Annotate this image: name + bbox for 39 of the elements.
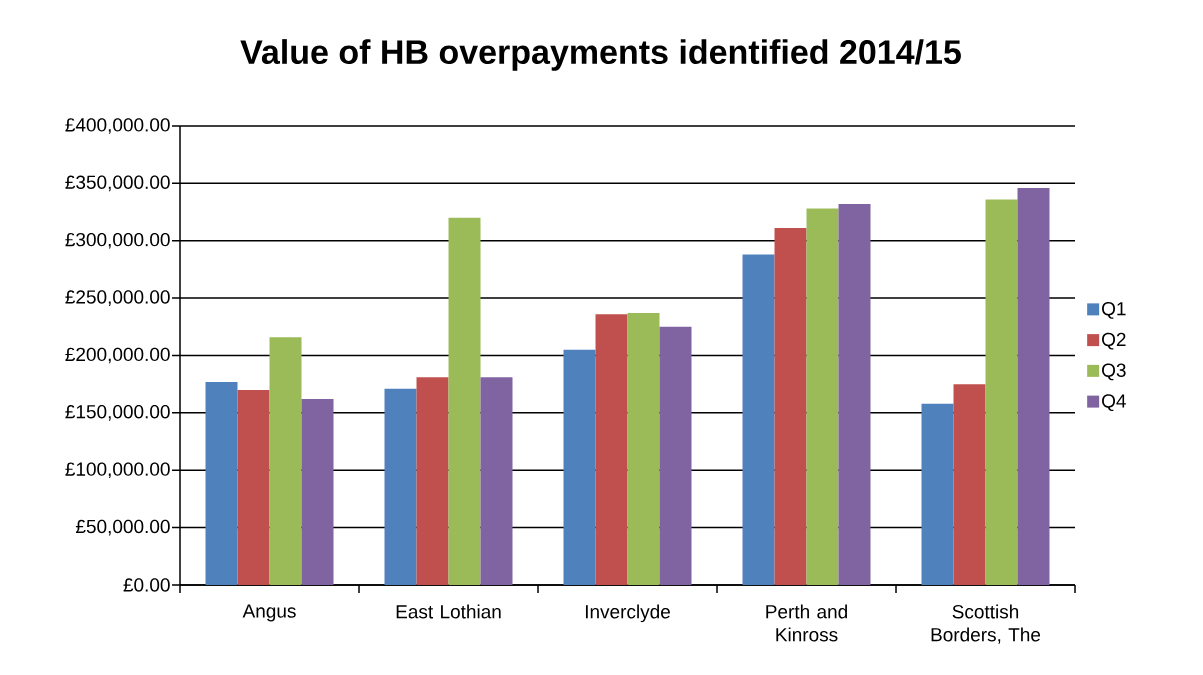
y-tick-label: £0.00	[123, 578, 170, 592]
x-tick-label: Scottish Borders, The	[931, 604, 1041, 644]
y-tick-label: £300,000.00	[65, 232, 170, 249]
bar	[774, 228, 807, 585]
y-tick-label: £250,000.00	[65, 290, 170, 306]
x-tick-label: Inverclyde	[585, 604, 670, 623]
y-tick-label: £150,000.00	[65, 405, 170, 421]
bar	[953, 384, 986, 585]
bar	[806, 208, 839, 585]
y-tick-label: £400,000.00	[65, 118, 170, 134]
bar	[384, 388, 417, 585]
bar	[921, 403, 954, 585]
x-tick-label: Perth and Kinross	[766, 604, 847, 642]
x-tick-label: Angus	[242, 604, 296, 622]
bar	[1017, 187, 1050, 585]
legend-label: Q4	[1102, 394, 1126, 412]
bar	[237, 389, 270, 585]
chart-title: Value of HB overpayments identified 2014/15	[240, 39, 961, 71]
bar	[659, 326, 692, 585]
bar	[985, 199, 1018, 585]
y-tick-label: £200,000.00	[65, 347, 170, 364]
y-tick-label: £350,000.00	[65, 175, 170, 192]
legend-label: Q2	[1102, 332, 1126, 350]
x-tick-label: East Lothian	[396, 604, 501, 619]
bar	[627, 313, 660, 585]
bar	[301, 399, 334, 585]
bar	[838, 204, 871, 585]
bar	[448, 217, 481, 585]
bar	[595, 314, 628, 585]
bar	[269, 337, 302, 585]
legend-label: Q3	[1102, 363, 1126, 381]
legend-label: Q1	[1102, 301, 1126, 319]
bar	[563, 349, 596, 585]
y-tick-label: £100,000.00	[65, 462, 170, 479]
bar	[480, 377, 513, 585]
bar	[416, 377, 449, 585]
bar	[742, 254, 775, 585]
bar	[205, 381, 238, 585]
y-tick-label: £50,000.00	[75, 519, 170, 536]
